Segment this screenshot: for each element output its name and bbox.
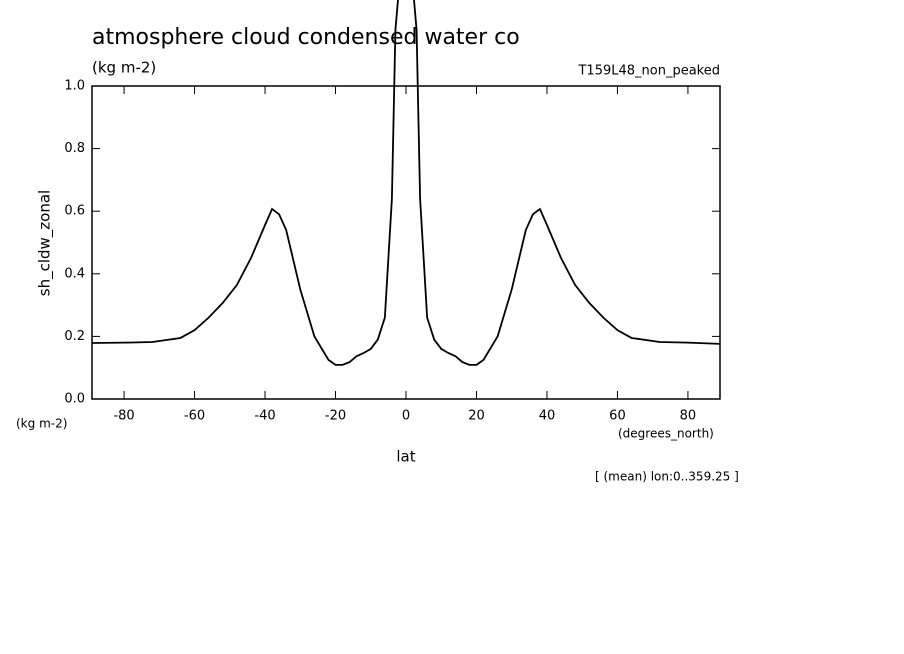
data-line	[91, 0, 721, 366]
x-tick-label: 0	[402, 409, 410, 424]
y-tick-label: 0.4	[64, 266, 85, 281]
y-axis-label: sh_cldw_zonal	[36, 190, 55, 296]
plot-frame	[91, 85, 721, 400]
y-tick-label: 0.8	[64, 141, 85, 156]
y-tick-label: 0.6	[64, 204, 85, 219]
x-tick-label: 80	[680, 409, 697, 424]
units: (kg m-2)	[92, 59, 156, 77]
note: [ (mean) lon:0..359.25 ]	[595, 470, 739, 484]
x-axis-label: lat	[396, 448, 415, 466]
chart-title: atmosphere cloud condensed water co	[92, 25, 520, 50]
y-tick-label: 0.2	[64, 329, 85, 344]
x-tick-label: -20	[325, 409, 346, 424]
x-tick-label: -40	[254, 409, 275, 424]
y-units: (kg m-2)	[16, 417, 67, 431]
y-tick-label: 0.0	[64, 392, 85, 407]
y-tick-label: 1.0	[64, 79, 85, 94]
x-tick-label: -80	[113, 409, 134, 424]
run-label: T159L48_non_peaked	[577, 64, 720, 79]
x-units: (degrees_north)	[618, 427, 714, 441]
x-tick-label: 60	[609, 409, 626, 424]
x-tick-label: -60	[184, 409, 205, 424]
x-tick-label: 20	[468, 409, 485, 424]
x-tick-label: 40	[539, 409, 556, 424]
